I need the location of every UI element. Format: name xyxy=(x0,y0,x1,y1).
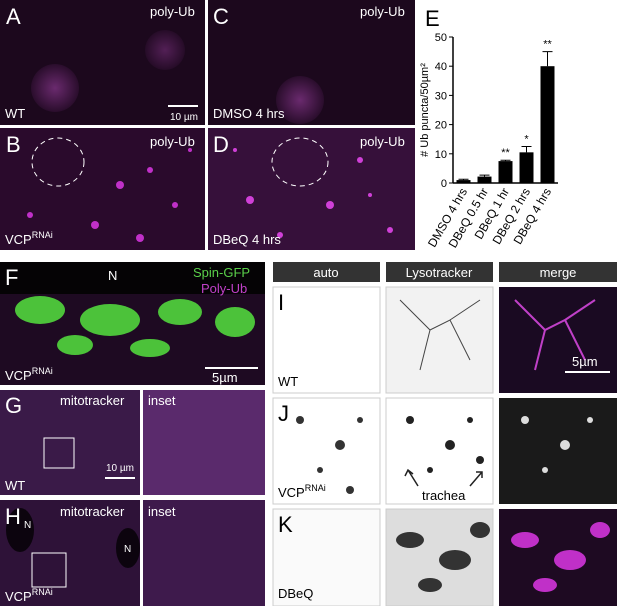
micrograph xyxy=(143,390,265,495)
micrograph xyxy=(499,398,617,504)
nucleus xyxy=(31,64,79,112)
header-label: merge xyxy=(540,265,577,280)
condition-label: WT xyxy=(5,478,25,493)
y-tick-label: 30 xyxy=(435,90,447,102)
y-tick-label: 50 xyxy=(435,32,447,44)
puncta xyxy=(27,148,192,242)
annotation: trachea xyxy=(422,488,466,503)
lysotracker-signal xyxy=(399,299,481,371)
micrograph xyxy=(272,397,381,505)
panel-label: I xyxy=(278,290,284,315)
column-header xyxy=(273,262,380,282)
significance: ** xyxy=(501,147,510,159)
y-tick-label: 10 xyxy=(435,149,447,161)
stain-label: poly-Ub xyxy=(360,4,405,19)
nucleus xyxy=(145,30,185,70)
micrograph xyxy=(272,286,381,394)
panel-label: K xyxy=(278,512,293,537)
micrograph xyxy=(385,286,494,394)
panel-label: C xyxy=(213,4,229,29)
panel-label: E xyxy=(425,6,440,31)
condition-label: VCPRNAi xyxy=(5,366,53,383)
inset-box xyxy=(43,437,75,469)
header-label: Lysotracker xyxy=(406,265,473,280)
stain-label: poly-Ub xyxy=(360,134,405,149)
micrograph xyxy=(272,508,381,606)
y-tick-label: 20 xyxy=(435,120,447,132)
error-bar xyxy=(521,146,532,153)
micrograph xyxy=(0,128,205,250)
error-bar xyxy=(542,51,553,67)
nucleus xyxy=(276,76,324,124)
condition-label: VCPRNAi xyxy=(5,230,53,247)
inset-label: inset xyxy=(148,393,176,408)
condition-label: WT xyxy=(5,106,25,121)
auto-signal xyxy=(296,416,363,494)
micrograph xyxy=(143,500,265,606)
scale-label: 10 µm xyxy=(170,112,198,123)
stain-label: poly-Ub xyxy=(150,134,195,149)
nucleus-label: N xyxy=(108,268,117,283)
merge-signal xyxy=(521,416,593,473)
panel-label: G xyxy=(5,393,22,418)
nucleus-outline xyxy=(31,137,85,187)
lysotracker-signal xyxy=(396,522,490,592)
lysotracker-signal xyxy=(406,416,484,473)
condition-label: DMSO 4 hrs xyxy=(213,106,285,121)
merge-signal xyxy=(511,522,610,592)
bar xyxy=(456,180,471,183)
condition-label: VCPRNAi xyxy=(278,483,326,500)
stain-label: Spin-GFP xyxy=(193,265,250,280)
merge-signal xyxy=(514,299,596,371)
panel-label: D xyxy=(213,132,229,157)
gfp-signal xyxy=(15,296,255,357)
scale-label: 10 µm xyxy=(106,463,134,474)
y-tick-label: 0 xyxy=(441,178,447,190)
stain-label: mitotracker xyxy=(60,393,125,408)
bar xyxy=(540,66,555,183)
inset-box xyxy=(31,552,67,588)
error-bar xyxy=(500,159,511,162)
bar xyxy=(477,176,492,183)
y-tick-label: 40 xyxy=(435,61,447,73)
puncta xyxy=(233,148,393,238)
condition-label: VCPRNAi xyxy=(5,587,53,604)
error-bar xyxy=(458,178,469,181)
significance: * xyxy=(524,134,529,146)
scale-label: 5µm xyxy=(212,370,238,385)
nucleus-outline xyxy=(271,137,329,187)
panel-label: J xyxy=(278,401,289,426)
stain-label: poly-Ub xyxy=(150,4,195,19)
panel-label: H xyxy=(5,504,21,529)
condition-label: DBeQ xyxy=(278,586,313,601)
y-axis-label: # Ub puncta/50µm² xyxy=(419,63,431,157)
nucleus-label: N xyxy=(24,520,31,531)
stain-label: Poly-Ub xyxy=(201,281,247,296)
condition-label: DBeQ 4 hrs xyxy=(213,232,281,247)
micrograph xyxy=(208,128,415,250)
inset-label: inset xyxy=(148,504,176,519)
micrograph xyxy=(385,397,494,505)
nucleus-label: N xyxy=(124,544,131,555)
error-bar xyxy=(479,174,490,177)
column-header xyxy=(386,262,493,282)
significance: ** xyxy=(543,39,552,51)
scale-label: 5µm xyxy=(572,354,598,369)
arrow xyxy=(404,468,483,487)
panel-label: F xyxy=(5,265,18,290)
panel-label: A xyxy=(6,4,21,29)
header-label: auto xyxy=(313,265,338,280)
stain-label: mitotracker xyxy=(60,504,125,519)
bar xyxy=(519,152,534,183)
panel-label: B xyxy=(6,132,21,157)
column-header xyxy=(499,262,617,282)
condition-label: WT xyxy=(278,374,298,389)
bar xyxy=(498,161,513,183)
